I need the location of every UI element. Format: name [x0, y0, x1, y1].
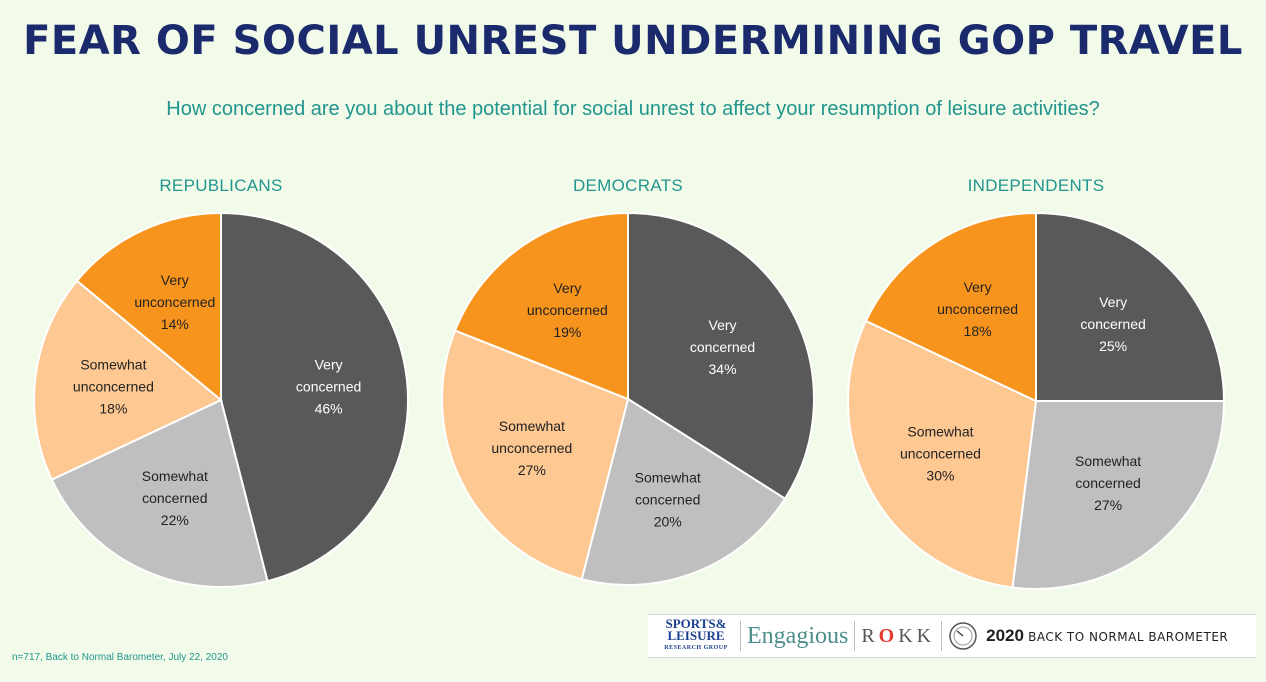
pie-label-line: Very	[161, 272, 189, 288]
rokk-letters-kk: KK	[898, 624, 936, 647]
pie-label-democrats-somewhat-concerned: Somewhat concerned 20%	[635, 469, 701, 529]
pie-label-value: 30%	[926, 468, 954, 484]
pie-label-line: concerned	[1075, 475, 1140, 491]
pie-slice-independents-very-unconcerned	[864, 211, 1037, 403]
rokk-logo: R O KK	[861, 625, 935, 648]
pie-label-republicans-very-concerned: Very concerned 46%	[296, 356, 361, 416]
pie-label-independents-very-concerned: Very concerned 25%	[1080, 294, 1145, 354]
rokk-letter-r: R	[861, 624, 879, 647]
pie-label-line: Very	[315, 356, 343, 372]
pie-label-line: concerned	[690, 339, 755, 355]
logo-divider	[854, 621, 856, 651]
pie-label-democrats-very-concerned: Very concerned 34%	[690, 317, 755, 377]
pie-title-independents: INDEPENDENTS	[967, 176, 1105, 195]
pie-label-value: 25%	[1099, 338, 1127, 354]
sports-leisure-logo: SPORTS& LEISURE RESEARCH GROUP	[658, 616, 734, 654]
pie-label-line: unconcerned	[491, 440, 572, 456]
pie-slice-democrats-very-unconcerned	[453, 211, 629, 401]
gauge-icon	[949, 622, 977, 650]
barometer-logo: 2020 BACK TO NORMAL BAROMETER	[986, 626, 1228, 646]
pie-slice-independents-somewhat-concerned	[1011, 400, 1226, 590]
pie-label-value: 34%	[709, 361, 737, 377]
pie-label-value: 18%	[964, 323, 992, 339]
pie-label-line: Somewhat	[635, 469, 701, 485]
pie-slice-democrats-somewhat-concerned	[580, 397, 787, 586]
logo-divider	[941, 621, 943, 651]
pie-slice-republicans-somewhat-concerned	[50, 398, 269, 588]
survey-question: How concerned are you about the potentia…	[166, 98, 1100, 120]
pie-label-line: concerned	[1080, 316, 1145, 332]
pie-label-republicans-somewhat-concerned: Somewhat concerned 22%	[142, 468, 208, 528]
pie-slice-republicans-very-concerned	[220, 211, 409, 583]
pie-label-democrats-somewhat-unconcerned: Somewhat unconcerned 27%	[491, 418, 572, 478]
pie-slice-republicans-somewhat-unconcerned	[33, 279, 223, 481]
pie-title-democrats: DEMOCRATS	[572, 176, 684, 195]
pie-label-line: Very	[1099, 294, 1127, 310]
pie-label-value: 19%	[553, 324, 581, 340]
pie-label-line: Somewhat	[1075, 453, 1141, 469]
pie-label-line: unconcerned	[900, 446, 981, 462]
pie-slice-republicans-very-unconcerned	[75, 211, 222, 403]
pie-label-line: Very	[964, 279, 992, 295]
rokk-letter-o: O	[878, 624, 899, 647]
pie-label-line: Very	[553, 280, 581, 296]
pie-label-line: unconcerned	[134, 294, 215, 310]
pie-label-line: concerned	[296, 378, 361, 394]
pie-label-value: 46%	[315, 400, 343, 416]
pie-label-independents-somewhat-concerned: Somewhat concerned 27%	[1075, 453, 1141, 513]
pie-label-line: Somewhat	[499, 418, 565, 434]
pie-slice-democrats-very-concerned	[627, 211, 815, 501]
sports-logo-mid: LEISURE	[667, 628, 725, 643]
pie-label-line: concerned	[142, 490, 207, 506]
sports-logo-top: SPORTS&	[665, 616, 727, 631]
pie-label-value: 20%	[654, 513, 682, 529]
barometer-text: BACK TO NORMAL BAROMETER	[1028, 630, 1229, 644]
pie-label-independents-somewhat-unconcerned: Somewhat unconcerned 30%	[900, 424, 981, 484]
pie-label-line: Somewhat	[80, 356, 146, 372]
pie-label-line: unconcerned	[937, 301, 1018, 317]
pie-label-democrats-very-unconcerned: Very unconcerned 19%	[527, 280, 608, 340]
sponsor-logos: SPORTS& LEISURE RESEARCH GROUP Engagious…	[648, 614, 1256, 658]
pie-label-line: Somewhat	[907, 424, 973, 440]
pie-slice-independents-somewhat-unconcerned	[847, 319, 1038, 589]
pie-label-line: concerned	[635, 491, 700, 507]
pie-label-line: unconcerned	[527, 302, 608, 318]
pie-label-value: 27%	[1094, 497, 1122, 513]
pie-label-independents-very-unconcerned: Very unconcerned 18%	[937, 279, 1018, 339]
barometer-year: 2020	[986, 626, 1024, 645]
pie-label-value: 18%	[99, 400, 127, 416]
pie-slice-democrats-somewhat-unconcerned	[441, 329, 630, 581]
pie-slice-independents-very-concerned	[1035, 211, 1226, 402]
sports-logo-small: RESEARCH GROUP	[664, 645, 728, 651]
logo-divider	[740, 621, 741, 651]
engagious-logo: Engagious	[747, 622, 849, 649]
pie-label-value: 14%	[161, 316, 189, 332]
pie-label-value: 27%	[518, 462, 546, 478]
footnote: n=717, Back to Normal Barometer, July 22…	[12, 652, 228, 663]
pie-label-line: Somewhat	[142, 468, 208, 484]
pie-label-value: 22%	[161, 512, 189, 528]
page-title: FEAR OF SOCIAL UNREST UNDERMINING GOP TR…	[23, 18, 1243, 64]
pie-label-line: unconcerned	[73, 378, 154, 394]
pie-label-republicans-somewhat-unconcerned: Somewhat unconcerned 18%	[73, 356, 154, 416]
pie-label-line: Very	[709, 317, 737, 333]
pie-title-republicans: REPUBLICANS	[159, 176, 283, 195]
pie-label-republicans-very-unconcerned: Very unconcerned 14%	[134, 272, 215, 332]
